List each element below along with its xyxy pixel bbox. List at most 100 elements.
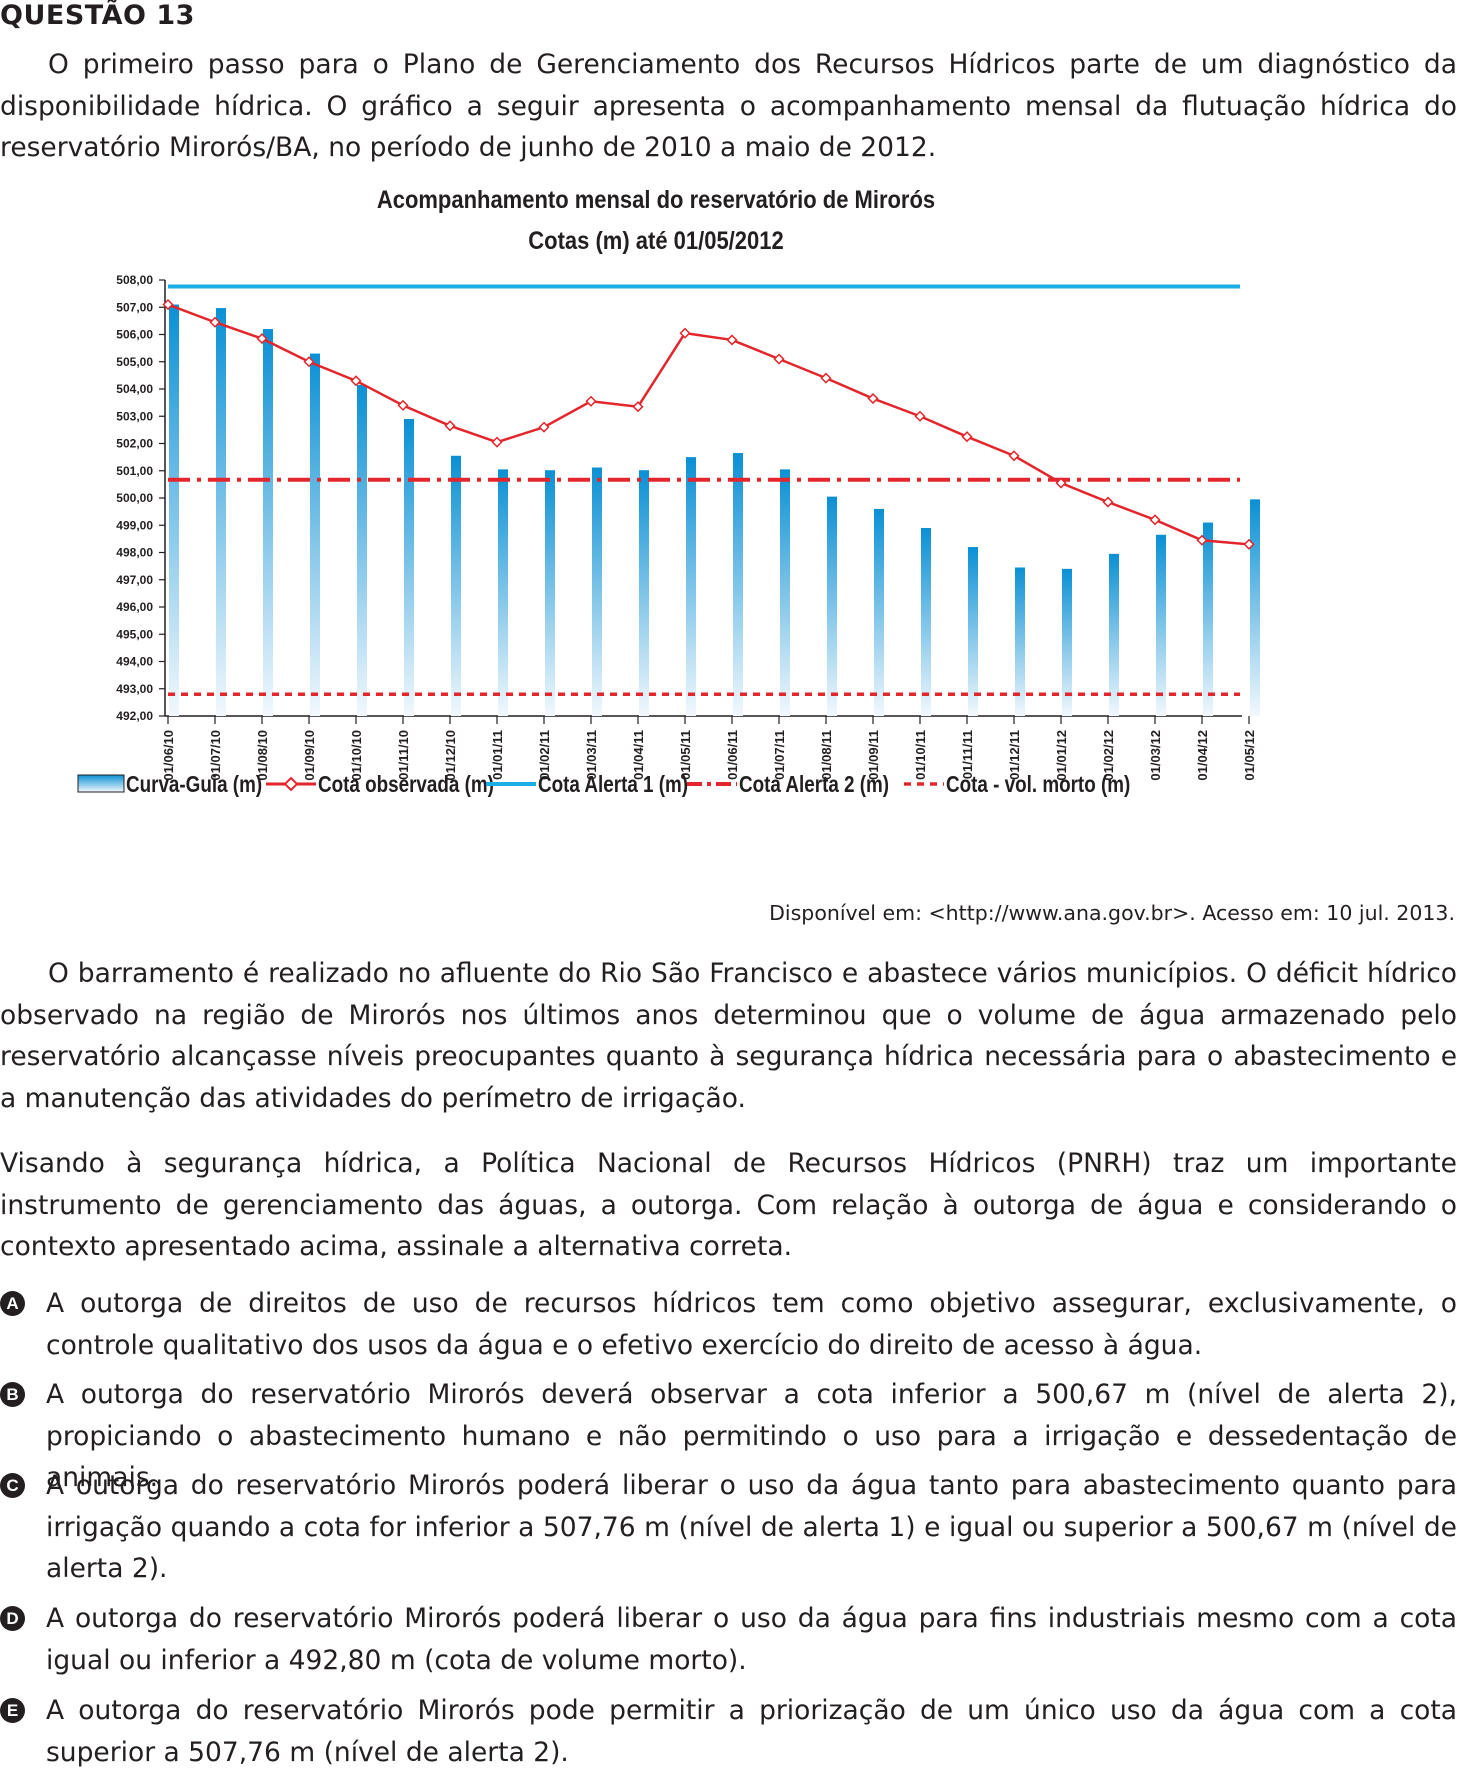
x-tick-label: 01/12/11: [1007, 730, 1022, 780]
bar-curva-guia: [1109, 553, 1119, 716]
point-cota-observada: [679, 327, 691, 339]
paragraph-question: Visando à segurança hídrica, a Política …: [0, 1148, 1457, 1262]
y-tick-label: 501,00: [116, 464, 153, 478]
x-tick-label: 01/06/11: [725, 730, 740, 780]
y-tick-label: 506,00: [116, 328, 153, 342]
bar-curva-guia: [451, 455, 461, 716]
bar-curva-guia: [498, 469, 508, 716]
x-tick-label: 01/03/11: [584, 730, 599, 780]
x-tick-label: 01/08/10: [255, 730, 270, 781]
x-tick-label: 01/05/12: [1242, 730, 1257, 781]
x-tick-label: 01/10/10: [349, 730, 364, 781]
paragraph-context: O barramento é realizado no afluente do …: [0, 958, 1457, 1114]
reservoir-chart: Acompanhamento mensal do reservatório de…: [77, 188, 1260, 797]
point-cota-observada: [1243, 538, 1255, 550]
bar-curva-guia: [263, 329, 273, 716]
bar-curva-guia: [921, 527, 931, 716]
y-tick-label: 504,00: [116, 382, 153, 396]
point-cota-observada: [350, 375, 362, 387]
x-tick-label: 01/04/11: [631, 730, 646, 780]
point-cota-observada: [585, 395, 597, 407]
x-tick-label: 01/10/11: [913, 730, 928, 780]
x-tick-label: 01/07/11: [772, 730, 787, 780]
point-cota-observada: [1102, 496, 1114, 508]
question-title: QUESTÃO 13: [0, 0, 195, 31]
x-tick-label: 01/02/12: [1101, 730, 1116, 781]
option-a-marker: A: [0, 1291, 25, 1316]
option-c[interactable]: C A outorga do reservatório Mirorós pode…: [0, 1465, 1457, 1590]
point-cota-observada: [726, 334, 738, 346]
option-d[interactable]: D A outorga do reservatório Mirorós pode…: [0, 1598, 1457, 1681]
y-tick-label: 492,00: [116, 709, 153, 723]
bar-curva-guia: [592, 467, 602, 716]
x-tick-label: 01/06/10: [161, 730, 176, 781]
point-cota-observada: [1055, 477, 1067, 489]
point-cota-observada: [444, 420, 456, 432]
chart-subtitle: Cotas (m) até 01/05/2012: [528, 227, 783, 255]
y-tick-label: 493,00: [116, 682, 153, 696]
x-tick-label: 01/03/12: [1148, 730, 1163, 781]
line-cota-observada: [167, 303, 1250, 546]
legend-label: Curva-Guia (m): [126, 772, 262, 797]
x-tick-label: 01/09/10: [302, 730, 317, 781]
x-tick-label: 01/11/10: [396, 730, 411, 780]
option-c-text: A outorga do reservatório Mirorós poderá…: [46, 1470, 1457, 1584]
point-cota-observada: [961, 431, 973, 443]
option-e-text: A outorga do reservatório Mirorós pode p…: [46, 1695, 1457, 1768]
y-tick-label: 500,00: [116, 491, 153, 505]
option-a[interactable]: A A outorga de direitos de uso de recurs…: [0, 1283, 1457, 1366]
y-tick-label: 495,00: [116, 627, 153, 641]
option-e[interactable]: E A outorga do reservatório Mirorós pode…: [0, 1690, 1457, 1773]
point-cota-observada: [820, 372, 832, 384]
point-cota-observada: [538, 421, 550, 433]
x-tick-label: 01/01/12: [1054, 730, 1069, 781]
point-cota-observada: [1008, 450, 1020, 462]
point-cota-observada: [256, 333, 268, 345]
bar-curva-guia: [874, 508, 884, 716]
legend-label: Cota observada (m): [318, 772, 494, 797]
bar-curva-guia: [310, 353, 320, 716]
source-citation: Disponível em: <http://www.ana.gov.br>. …: [769, 901, 1455, 925]
bar-curva-guia: [216, 308, 226, 716]
y-tick-label: 507,00: [116, 300, 153, 314]
bar-curva-guia: [733, 453, 743, 716]
option-b-text: A outorga do reservatório Mirorós deverá…: [46, 1379, 1457, 1493]
bar-curva-guia: [1156, 534, 1166, 716]
point-cota-observada: [1196, 534, 1208, 546]
point-cota-observada: [867, 392, 879, 405]
bar-curva-guia: [1015, 567, 1025, 716]
point-cota-observada: [162, 298, 174, 311]
bar-curva-guia: [404, 418, 414, 716]
point-cota-observada: [1149, 514, 1161, 526]
x-tick-label: 01/02/11: [537, 730, 552, 780]
bar-curva-guia: [357, 384, 367, 716]
x-tick-label: 01/12/10: [443, 730, 458, 781]
bar-curva-guia: [1203, 522, 1213, 716]
legend-label: Cota Alerta 1 (m): [538, 772, 688, 797]
y-tick-label: 505,00: [116, 355, 153, 369]
chart-title: Acompanhamento mensal do reservatório de…: [377, 188, 935, 213]
x-tick-label: 01/05/11: [678, 730, 693, 780]
bar-curva-guia: [780, 469, 790, 716]
x-tick-label: 01/09/11: [866, 730, 881, 780]
option-b-marker: B: [0, 1382, 25, 1407]
option-d-text: A outorga do reservatório Mirorós poderá…: [46, 1603, 1457, 1676]
y-tick-label: 508,00: [116, 273, 153, 287]
option-b[interactable]: B A outorga do reservatório Mirorós deve…: [0, 1374, 1457, 1499]
option-d-marker: D: [0, 1606, 25, 1631]
point-cota-observada: [397, 399, 409, 411]
y-tick-label: 499,00: [116, 518, 153, 532]
chart-legend: Curva-Guia (m) Cota observada (m) Cota Ale…: [77, 772, 1130, 797]
legend-swatch-marker: [283, 776, 299, 792]
x-tick-label: 01/11/11: [960, 730, 975, 779]
bar-curva-guia: [169, 304, 179, 716]
bar-curva-guia: [639, 470, 649, 716]
point-cota-observada: [914, 410, 926, 422]
x-tick-label: 01/04/12: [1195, 730, 1210, 781]
option-a-text: A outorga de direitos de uso de recursos…: [46, 1288, 1457, 1361]
bar-curva-guia: [827, 496, 837, 716]
x-tick-label: 01/08/11: [819, 730, 834, 780]
y-tick-label: 502,00: [116, 437, 153, 451]
bar-curva-guia: [1062, 568, 1072, 716]
bar-curva-guia: [1250, 499, 1260, 716]
